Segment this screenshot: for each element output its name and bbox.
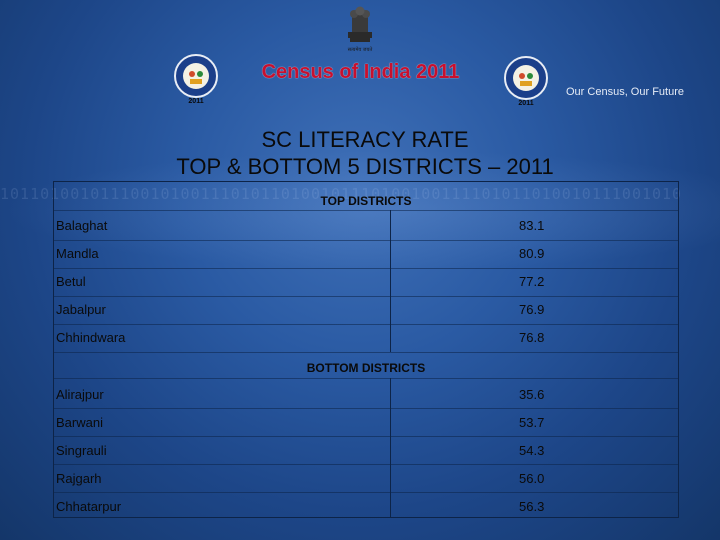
literacy-rate: 80.9 — [519, 246, 545, 261]
table-row: Jabalpur 76.9 — [54, 296, 678, 324]
table-row: Mandla 80.9 — [54, 240, 678, 268]
district-name: Alirajpur — [56, 387, 104, 402]
row-divider — [54, 296, 678, 297]
table-row: Chhatarpur 56.3 — [54, 493, 678, 521]
district-name: Balaghat — [56, 218, 108, 233]
row-divider — [54, 408, 678, 409]
row-divider — [54, 268, 678, 269]
row-divider — [54, 210, 678, 211]
page-title: SC LITERACY RATE TOP & BOTTOM 5 DISTRICT… — [80, 126, 650, 180]
top-districts-heading: TOP DISTRICTS — [320, 194, 412, 208]
bottom-districts-heading: BOTTOM DISTRICTS — [306, 361, 426, 375]
district-name: Jabalpur — [56, 302, 106, 317]
national-emblem-icon: सत्यमेव जयते — [348, 6, 373, 53]
column-divider-bottom — [390, 378, 391, 518]
literacy-rate: 56.0 — [519, 471, 545, 486]
literacy-rate: 56.3 — [519, 499, 545, 514]
district-name: Chhatarpur — [56, 499, 122, 514]
literacy-rate: 76.8 — [519, 330, 545, 345]
literacy-rate: 53.7 — [519, 415, 545, 430]
table-row: Alirajpur 35.6 — [54, 381, 678, 409]
title-line-2: TOP & BOTTOM 5 DISTRICTS – 2011 — [176, 154, 554, 179]
census-logo-left-icon: 2011 — [174, 54, 218, 104]
row-divider — [54, 324, 678, 325]
literacy-rate: 54.3 — [519, 443, 545, 458]
table-row: Betul 77.2 — [54, 268, 678, 296]
title-line-1: SC LITERACY RATE — [261, 127, 469, 152]
table-row: Singrauli 54.3 — [54, 437, 678, 465]
column-divider-top — [390, 210, 391, 352]
district-name: Barwani — [56, 415, 103, 430]
district-name: Rajgarh — [56, 471, 102, 486]
census-title: Census of India 2011 — [261, 61, 460, 83]
table-row: Chhindwara 76.8 — [54, 324, 678, 352]
tagline: Our Census, Our Future — [566, 86, 684, 98]
literacy-rate: 35.6 — [519, 387, 545, 402]
literacy-rate: 77.2 — [519, 274, 545, 289]
row-divider — [54, 436, 678, 437]
logo-year-right: 2011 — [518, 100, 533, 106]
binary-pattern-decoration: 1011010010111001010011101011010010111010… — [0, 185, 683, 203]
literacy-rate: 76.9 — [519, 302, 545, 317]
row-divider — [54, 464, 678, 465]
emblem-caption: सत्यमेव जयते — [348, 46, 373, 53]
literacy-table: TOP DISTRICTS Balaghat 83.1 Mandla 80.9 … — [53, 181, 679, 518]
row-divider — [54, 378, 678, 379]
table-row: Balaghat 83.1 — [54, 212, 678, 240]
table-row: Barwani 53.7 — [54, 409, 678, 437]
row-divider — [54, 240, 678, 241]
row-divider — [54, 352, 678, 353]
district-name: Singrauli — [56, 443, 107, 458]
district-name: Mandla — [56, 246, 99, 261]
district-name: Chhindwara — [56, 330, 126, 345]
row-divider — [54, 492, 678, 493]
table-row: Rajgarh 56.0 — [54, 465, 678, 493]
logo-year-left: 2011 — [188, 98, 203, 104]
district-name: Betul — [56, 274, 86, 289]
census-logo-right-icon: 2011 — [504, 56, 548, 106]
literacy-rate: 83.1 — [519, 218, 545, 233]
